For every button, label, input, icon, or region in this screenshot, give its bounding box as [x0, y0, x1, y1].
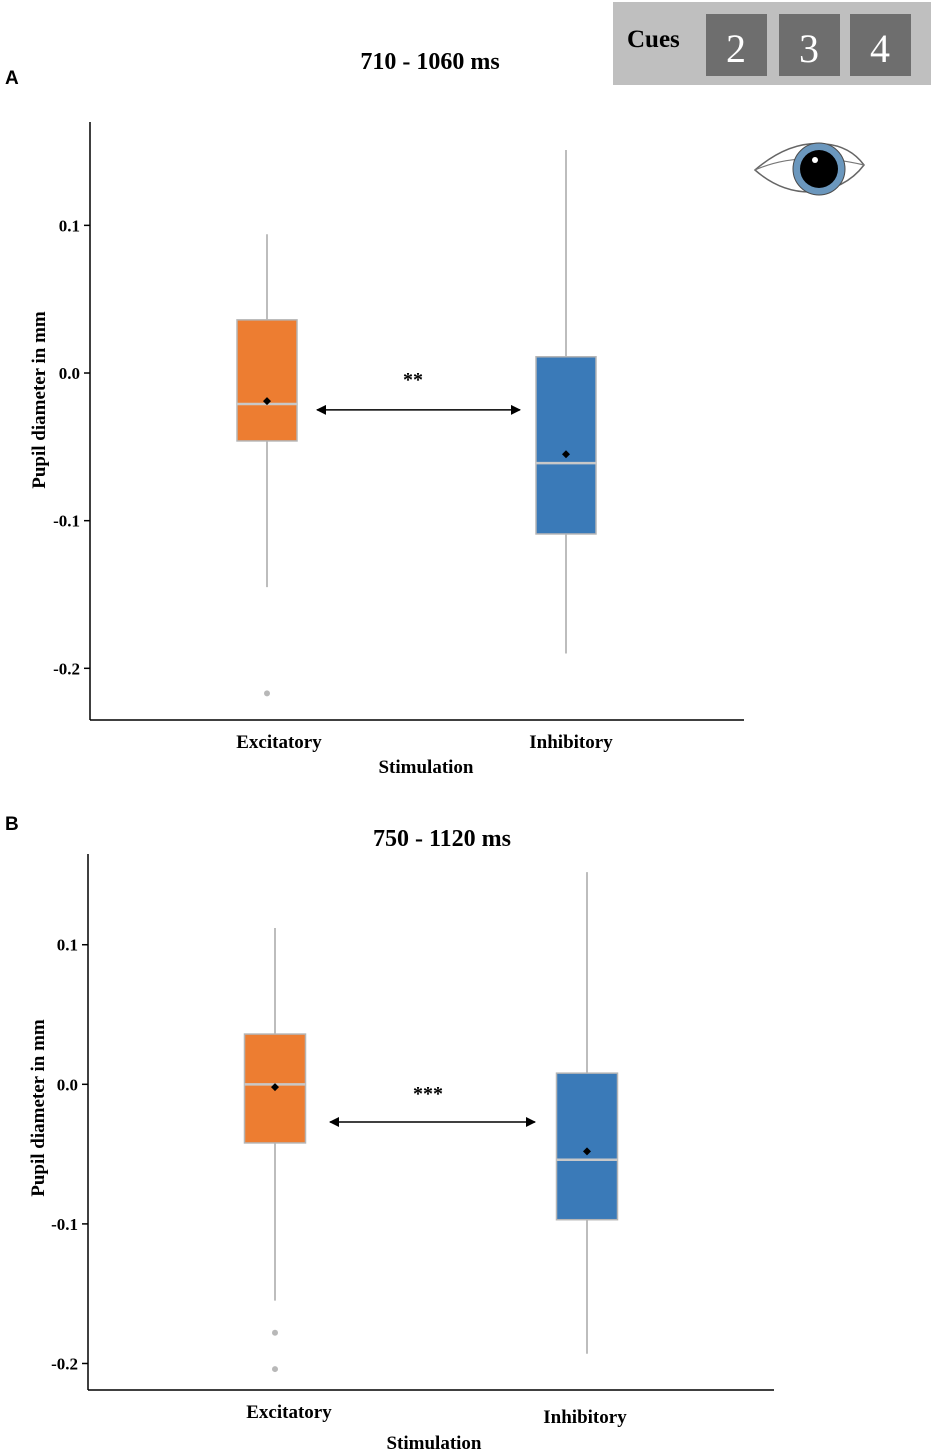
- cue-box-2: [706, 14, 767, 76]
- means-b: [271, 1083, 591, 1156]
- y-ticks-a: 0.1 0.0 -0.1 -0.2: [53, 216, 90, 678]
- y-tick-label: 0.1: [59, 216, 80, 235]
- outliers-b: [272, 1329, 278, 1373]
- y-tick-label: 0.0: [59, 364, 80, 383]
- boxes-b: [243, 1033, 619, 1221]
- mean-marker-inhibitory: [562, 450, 570, 459]
- significance-label-b: ***: [413, 1083, 443, 1105]
- y-axis-title-a: Pupil diameter in mm: [29, 311, 50, 489]
- cue-number-2: 2: [726, 26, 746, 71]
- y-tick-label: 0.0: [57, 1075, 78, 1094]
- significance-label-a: **: [403, 369, 423, 391]
- mean-marker-excitatory: [271, 1083, 279, 1092]
- boxes-a: [236, 319, 597, 535]
- cues-label: Cues: [627, 26, 680, 53]
- panel-b: B 750 - 1120 ms 0.1 0.0 -0.1 -0.2 *** Excit…: [5, 814, 774, 1454]
- y-tick-label: 0.1: [57, 936, 78, 955]
- x-category-label-inhibitory-a: Inhibitory: [529, 732, 613, 753]
- panel-letter-b: B: [5, 814, 19, 835]
- whiskers-b: [274, 872, 588, 1354]
- outlier-excitatory: [264, 690, 270, 697]
- y-tick-label: -0.1: [51, 1215, 78, 1234]
- eye-icon: [753, 142, 865, 196]
- box-inhibitory: [555, 1072, 619, 1221]
- x-axis-title-b: Stimulation: [386, 1433, 481, 1454]
- outliers-a: [264, 690, 270, 697]
- box-excitatory: [236, 319, 298, 442]
- panel-a: A 710 - 1060 ms 0.1 0.0 -0.1 -0.2 ** Excita…: [5, 49, 744, 778]
- means-a: [263, 397, 570, 459]
- y-axis-title-b: Pupil diameter in mm: [28, 1019, 49, 1197]
- cue-number-3: 3: [799, 26, 819, 71]
- chart-title-a: 710 - 1060 ms: [360, 49, 499, 75]
- x-axis-title-a: Stimulation: [378, 757, 473, 778]
- cue-box-4: [850, 14, 911, 76]
- y-tick-label: -0.2: [53, 659, 80, 678]
- box-inhibitory: [535, 356, 597, 535]
- chart-title-b: 750 - 1120 ms: [373, 826, 511, 852]
- mean-marker-inhibitory: [583, 1147, 591, 1156]
- mean-marker-excitatory: [263, 397, 271, 406]
- cue-number-4: 4: [870, 26, 890, 71]
- x-category-label-excitatory-a: Excitatory: [236, 732, 322, 753]
- cue-box-3: [779, 14, 840, 76]
- y-tick-label: -0.2: [51, 1354, 78, 1373]
- x-category-label-excitatory-b: Excitatory: [246, 1402, 332, 1423]
- y-ticks-b: 0.1 0.0 -0.1 -0.2: [51, 936, 88, 1373]
- cues-widget: Cues 2 3 4: [613, 2, 931, 85]
- outlier-excitatory: [272, 1366, 278, 1373]
- outlier-excitatory: [272, 1329, 278, 1336]
- panel-letter-a: A: [5, 68, 19, 89]
- y-tick-label: -0.1: [53, 512, 80, 531]
- whiskers-a: [266, 150, 567, 654]
- x-category-label-inhibitory-b: Inhibitory: [543, 1407, 627, 1428]
